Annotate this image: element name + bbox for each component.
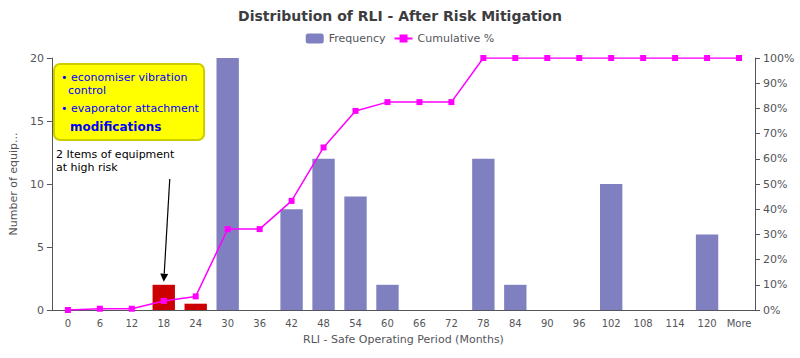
svg-text:30%: 30% [763,228,787,241]
svg-text:10: 10 [30,178,44,191]
svg-text:90%: 90% [763,77,787,90]
svg-text:modifications: modifications [70,120,161,134]
svg-text:• economiser vibration: • economiser vibration [61,71,187,84]
svg-text:60%: 60% [763,152,787,165]
svg-text:80%: 80% [763,102,787,115]
svg-text:18: 18 [157,318,170,329]
svg-text:More: More [727,318,752,329]
svg-text:0: 0 [65,318,71,329]
svg-text:54: 54 [349,318,362,329]
svg-text:at high risk: at high risk [56,161,118,174]
svg-text:20: 20 [30,52,44,65]
svg-text:Distribution of RLI - After Ri: Distribution of RLI - After Risk Mitigat… [238,8,562,24]
svg-text:96: 96 [573,318,586,329]
svg-text:15: 15 [30,115,44,128]
svg-text:RLI - Safe Operating Period (M: RLI - Safe Operating Period (Months) [303,333,504,346]
svg-text:48: 48 [317,318,330,329]
svg-text:24: 24 [189,318,202,329]
svg-text:60: 60 [381,318,394,329]
svg-text:• evaporator attachment: • evaporator attachment [61,102,200,115]
svg-text:102: 102 [602,318,621,329]
svg-text:108: 108 [634,318,653,329]
svg-text:120: 120 [698,318,717,329]
svg-text:control: control [61,84,106,97]
svg-text:40%: 40% [763,203,787,216]
svg-text:114: 114 [666,318,685,329]
svg-text:90: 90 [541,318,554,329]
svg-text:30: 30 [221,318,234,329]
svg-text:66: 66 [413,318,426,329]
svg-text:20%: 20% [763,253,787,266]
svg-text:84: 84 [509,318,522,329]
svg-text:36: 36 [253,318,266,329]
svg-text:Number of equip...: Number of equip... [7,132,20,235]
svg-text:6: 6 [97,318,103,329]
svg-text:Frequency: Frequency [329,32,386,45]
svg-text:5: 5 [37,241,44,254]
svg-text:10%: 10% [763,278,787,291]
svg-text:0: 0 [37,304,44,317]
svg-text:50%: 50% [763,178,787,191]
svg-text:100%: 100% [763,52,794,65]
svg-text:Cumulative %: Cumulative % [418,32,495,45]
svg-text:0%: 0% [763,304,780,317]
svg-text:42: 42 [285,318,298,329]
svg-text:12: 12 [125,318,138,329]
svg-text:78: 78 [477,318,490,329]
svg-text:72: 72 [445,318,458,329]
svg-text:2 Items of equipment: 2 Items of equipment [56,148,175,161]
svg-text:70%: 70% [763,127,787,140]
